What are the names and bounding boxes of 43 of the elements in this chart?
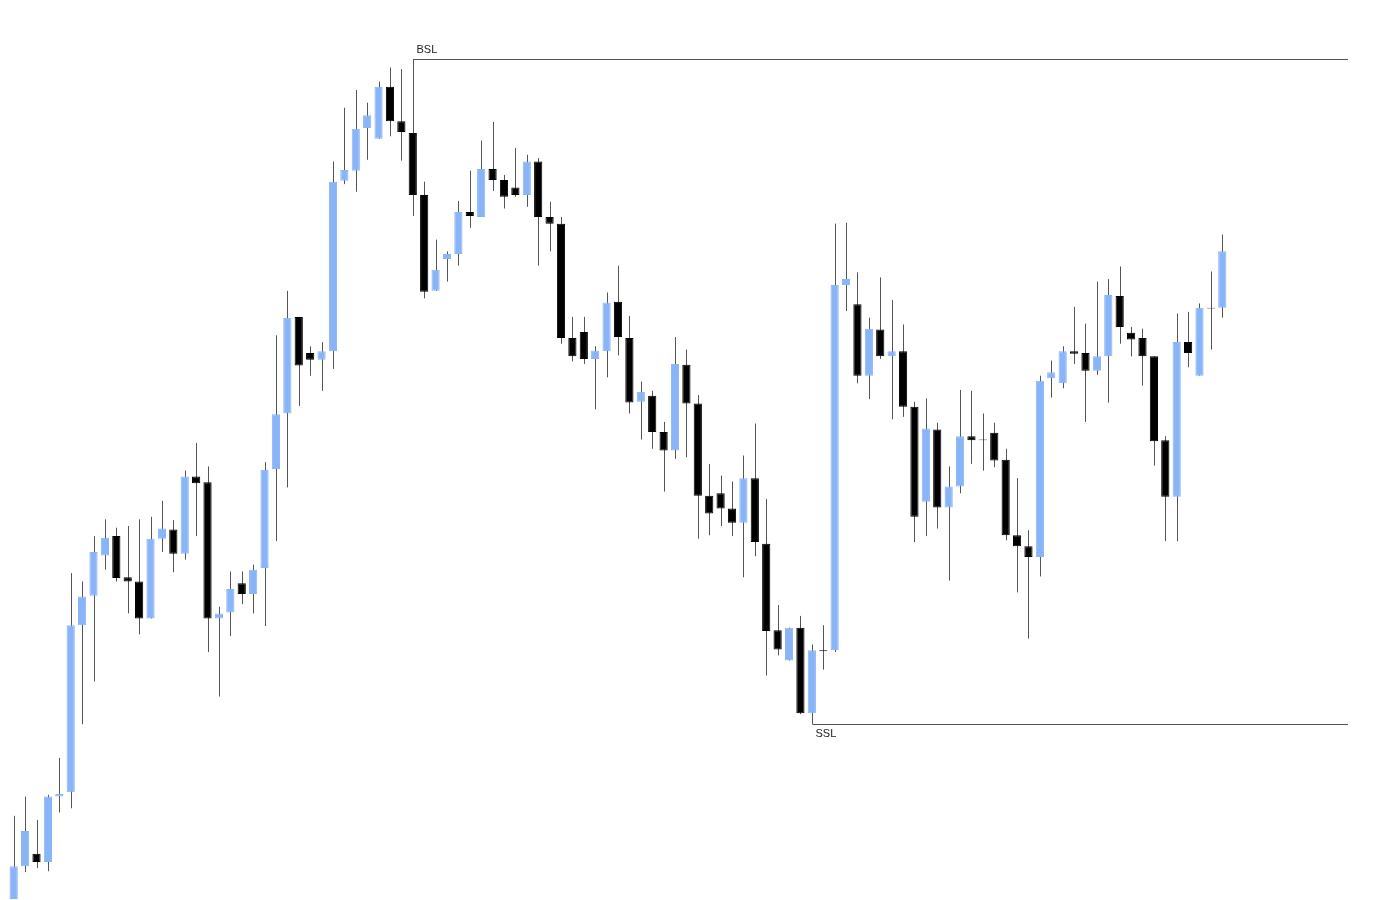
candlestick xyxy=(363,102,372,161)
candlestick xyxy=(1024,529,1033,640)
candlestick xyxy=(1138,328,1147,387)
candlestick xyxy=(841,222,851,312)
candlestick xyxy=(488,121,497,192)
candlestick xyxy=(1047,360,1056,399)
candlestick xyxy=(317,341,326,392)
candlestick xyxy=(32,819,41,869)
candlestick xyxy=(55,757,64,813)
candlestick xyxy=(192,442,201,537)
candlestick xyxy=(636,381,645,441)
candlestick xyxy=(727,481,737,537)
candlestick xyxy=(226,570,235,637)
candlestick xyxy=(306,345,315,377)
candlestick xyxy=(100,518,110,571)
ref-line-label: BSL xyxy=(416,43,438,56)
ref-line-label: SSL xyxy=(815,727,837,740)
candlestick xyxy=(716,475,725,527)
candlestick xyxy=(944,465,953,582)
candlestick xyxy=(431,239,440,292)
candlestick xyxy=(214,606,224,698)
candlestick xyxy=(397,68,406,162)
candlestick xyxy=(1183,311,1193,368)
candlestick xyxy=(1069,306,1079,365)
candlestick xyxy=(1092,281,1101,376)
candlestick xyxy=(705,463,714,536)
candlestick xyxy=(499,174,509,210)
candlestick xyxy=(340,107,349,185)
candlestick xyxy=(1081,323,1090,423)
candlestick xyxy=(237,570,246,605)
candlestick xyxy=(659,421,668,493)
candlestick xyxy=(967,390,976,465)
candlestick xyxy=(1012,477,1022,593)
candlestick xyxy=(249,564,258,614)
candlestick xyxy=(568,316,577,362)
candlestick xyxy=(887,299,896,420)
candlestick xyxy=(591,345,600,410)
candlestick xyxy=(169,519,178,573)
candlestick xyxy=(1126,326,1136,357)
candlestick xyxy=(773,604,782,656)
candlestick xyxy=(545,201,554,252)
candlestick xyxy=(157,500,167,553)
candlestick xyxy=(442,250,452,283)
